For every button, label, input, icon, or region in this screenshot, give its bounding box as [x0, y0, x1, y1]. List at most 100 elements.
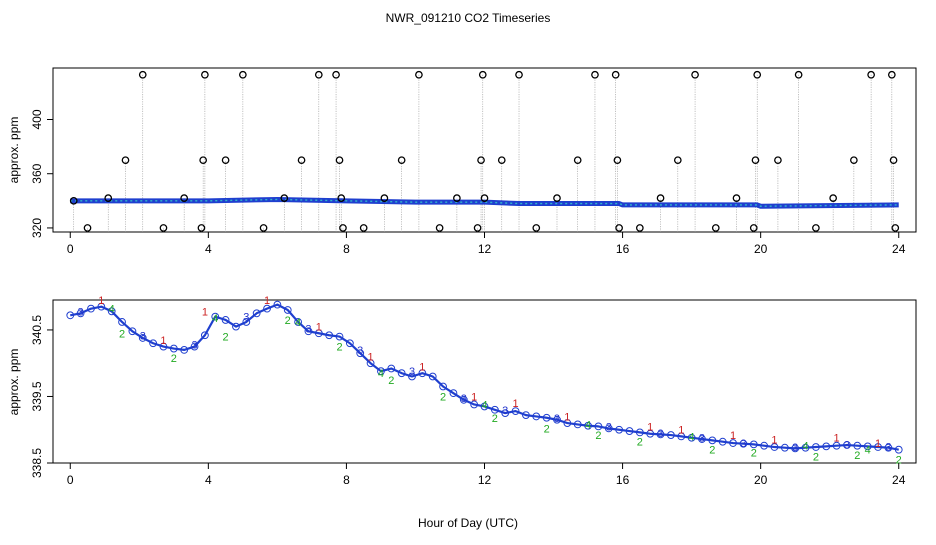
raw-point: [753, 70, 762, 79]
mean-point: [66, 311, 75, 320]
number-marker: 2: [336, 342, 342, 354]
bottom-panel-y-axis: 338.5 339.5 340.5: [30, 315, 53, 478]
mean-point: [232, 322, 240, 331]
mean-point: [294, 318, 302, 326]
x-tick-label: 12: [478, 242, 492, 256]
raw-point: [615, 224, 623, 232]
raw-point: [573, 156, 582, 165]
mean-point: [667, 431, 675, 439]
number-marker: 1: [875, 438, 881, 450]
number-marker: 3: [409, 366, 415, 378]
mean-point: [604, 424, 613, 433]
mean-point: [811, 443, 820, 451]
number-marker: 4: [109, 304, 115, 316]
mean-point: [159, 342, 168, 351]
number-marker: 2: [388, 375, 394, 387]
y-tick-label: 360: [30, 163, 44, 183]
x-tick-label: 4: [205, 473, 212, 487]
mean-point: [180, 345, 189, 354]
raw-point: [515, 70, 523, 79]
x-tick-label: 8: [343, 473, 350, 487]
bottom-panel-frame: [52, 299, 917, 464]
number-marker: 1: [513, 398, 519, 410]
raw-point: [891, 224, 900, 232]
x-tick-label: 16: [616, 473, 630, 487]
y-tick-label: 340.5: [30, 315, 44, 345]
number-marker: 1: [160, 335, 166, 347]
raw-point: [83, 224, 92, 232]
mean-point: [138, 334, 147, 342]
mean-point: [894, 445, 903, 454]
number-marker: 4: [865, 445, 871, 457]
mean-point: [563, 419, 572, 427]
mean-point: [843, 441, 851, 449]
number-marker: 1: [471, 391, 477, 403]
mean-point: [408, 372, 416, 381]
raw-point: [850, 156, 858, 165]
mean-point: [677, 432, 686, 441]
mean-point: [211, 312, 220, 321]
mean-point: [304, 327, 313, 336]
mean-point: [739, 439, 748, 448]
number-marker: 4: [481, 399, 487, 411]
number-marker: 1: [771, 435, 777, 447]
number-marker: 4: [212, 313, 218, 325]
y-tick-label: 320: [30, 218, 44, 238]
x-tick-label: 0: [67, 473, 74, 487]
number-marker: 2: [854, 450, 860, 462]
raw-point: [812, 224, 820, 232]
mean-point: [87, 304, 95, 313]
mean-point: [573, 420, 582, 429]
mean-point: [345, 339, 354, 348]
mean-point: [801, 443, 810, 452]
number-marker: 3: [554, 413, 560, 425]
top-panel-y-label: approx. ppm: [7, 117, 21, 184]
number-marker: 2: [595, 430, 601, 442]
raw-point: [656, 194, 665, 202]
mean-point: [646, 429, 655, 438]
number-marker: 3: [78, 306, 84, 318]
raw-point: [199, 156, 208, 165]
mean-point: [553, 415, 561, 424]
mean-point: [749, 440, 758, 449]
raw-point: [887, 70, 896, 79]
top-panel-x-axis: 0 4 8 12 16 20 24: [67, 232, 906, 256]
mean-point: [708, 436, 717, 445]
number-marker: 2: [637, 437, 643, 449]
x-tick-label: 0: [67, 242, 74, 256]
raw-point: [532, 224, 541, 232]
raw-point: [889, 156, 898, 165]
raw-point: [635, 224, 644, 232]
number-marker: 3: [140, 330, 146, 342]
mean-point: [770, 443, 779, 451]
number-marker: 4: [378, 368, 384, 380]
mean-point: [615, 425, 624, 434]
mean-point: [863, 442, 872, 451]
raw-point: [138, 70, 147, 79]
top-panel: 0 4 8 12 16 20 24 320 360 400 approx. ppm: [7, 67, 917, 256]
raw-point: [711, 224, 720, 232]
mean-point: [314, 329, 323, 338]
x-tick-label: 12: [478, 473, 492, 487]
raw-point: [335, 156, 344, 165]
x-tick-label: 8: [343, 242, 350, 256]
number-marker: 2: [709, 445, 715, 457]
mean-point: [791, 444, 800, 453]
raw-point: [359, 224, 368, 232]
number-marker: 2: [492, 413, 498, 425]
number-marker: 1: [678, 425, 684, 437]
raw-point: [197, 224, 206, 232]
mean-point: [480, 402, 489, 411]
mean-point: [635, 428, 644, 437]
raw-point: [332, 70, 340, 79]
raw-point: [104, 194, 113, 202]
number-marker: 4: [295, 317, 301, 329]
raw-point: [613, 156, 622, 165]
mean-point: [200, 331, 209, 340]
mean-point: [532, 412, 541, 421]
top-panel-drop-lines: [73, 74, 896, 232]
mean-point: [522, 411, 530, 419]
number-marker: 4: [802, 441, 808, 453]
mean-point: [377, 367, 385, 376]
mean-point: [884, 443, 893, 452]
